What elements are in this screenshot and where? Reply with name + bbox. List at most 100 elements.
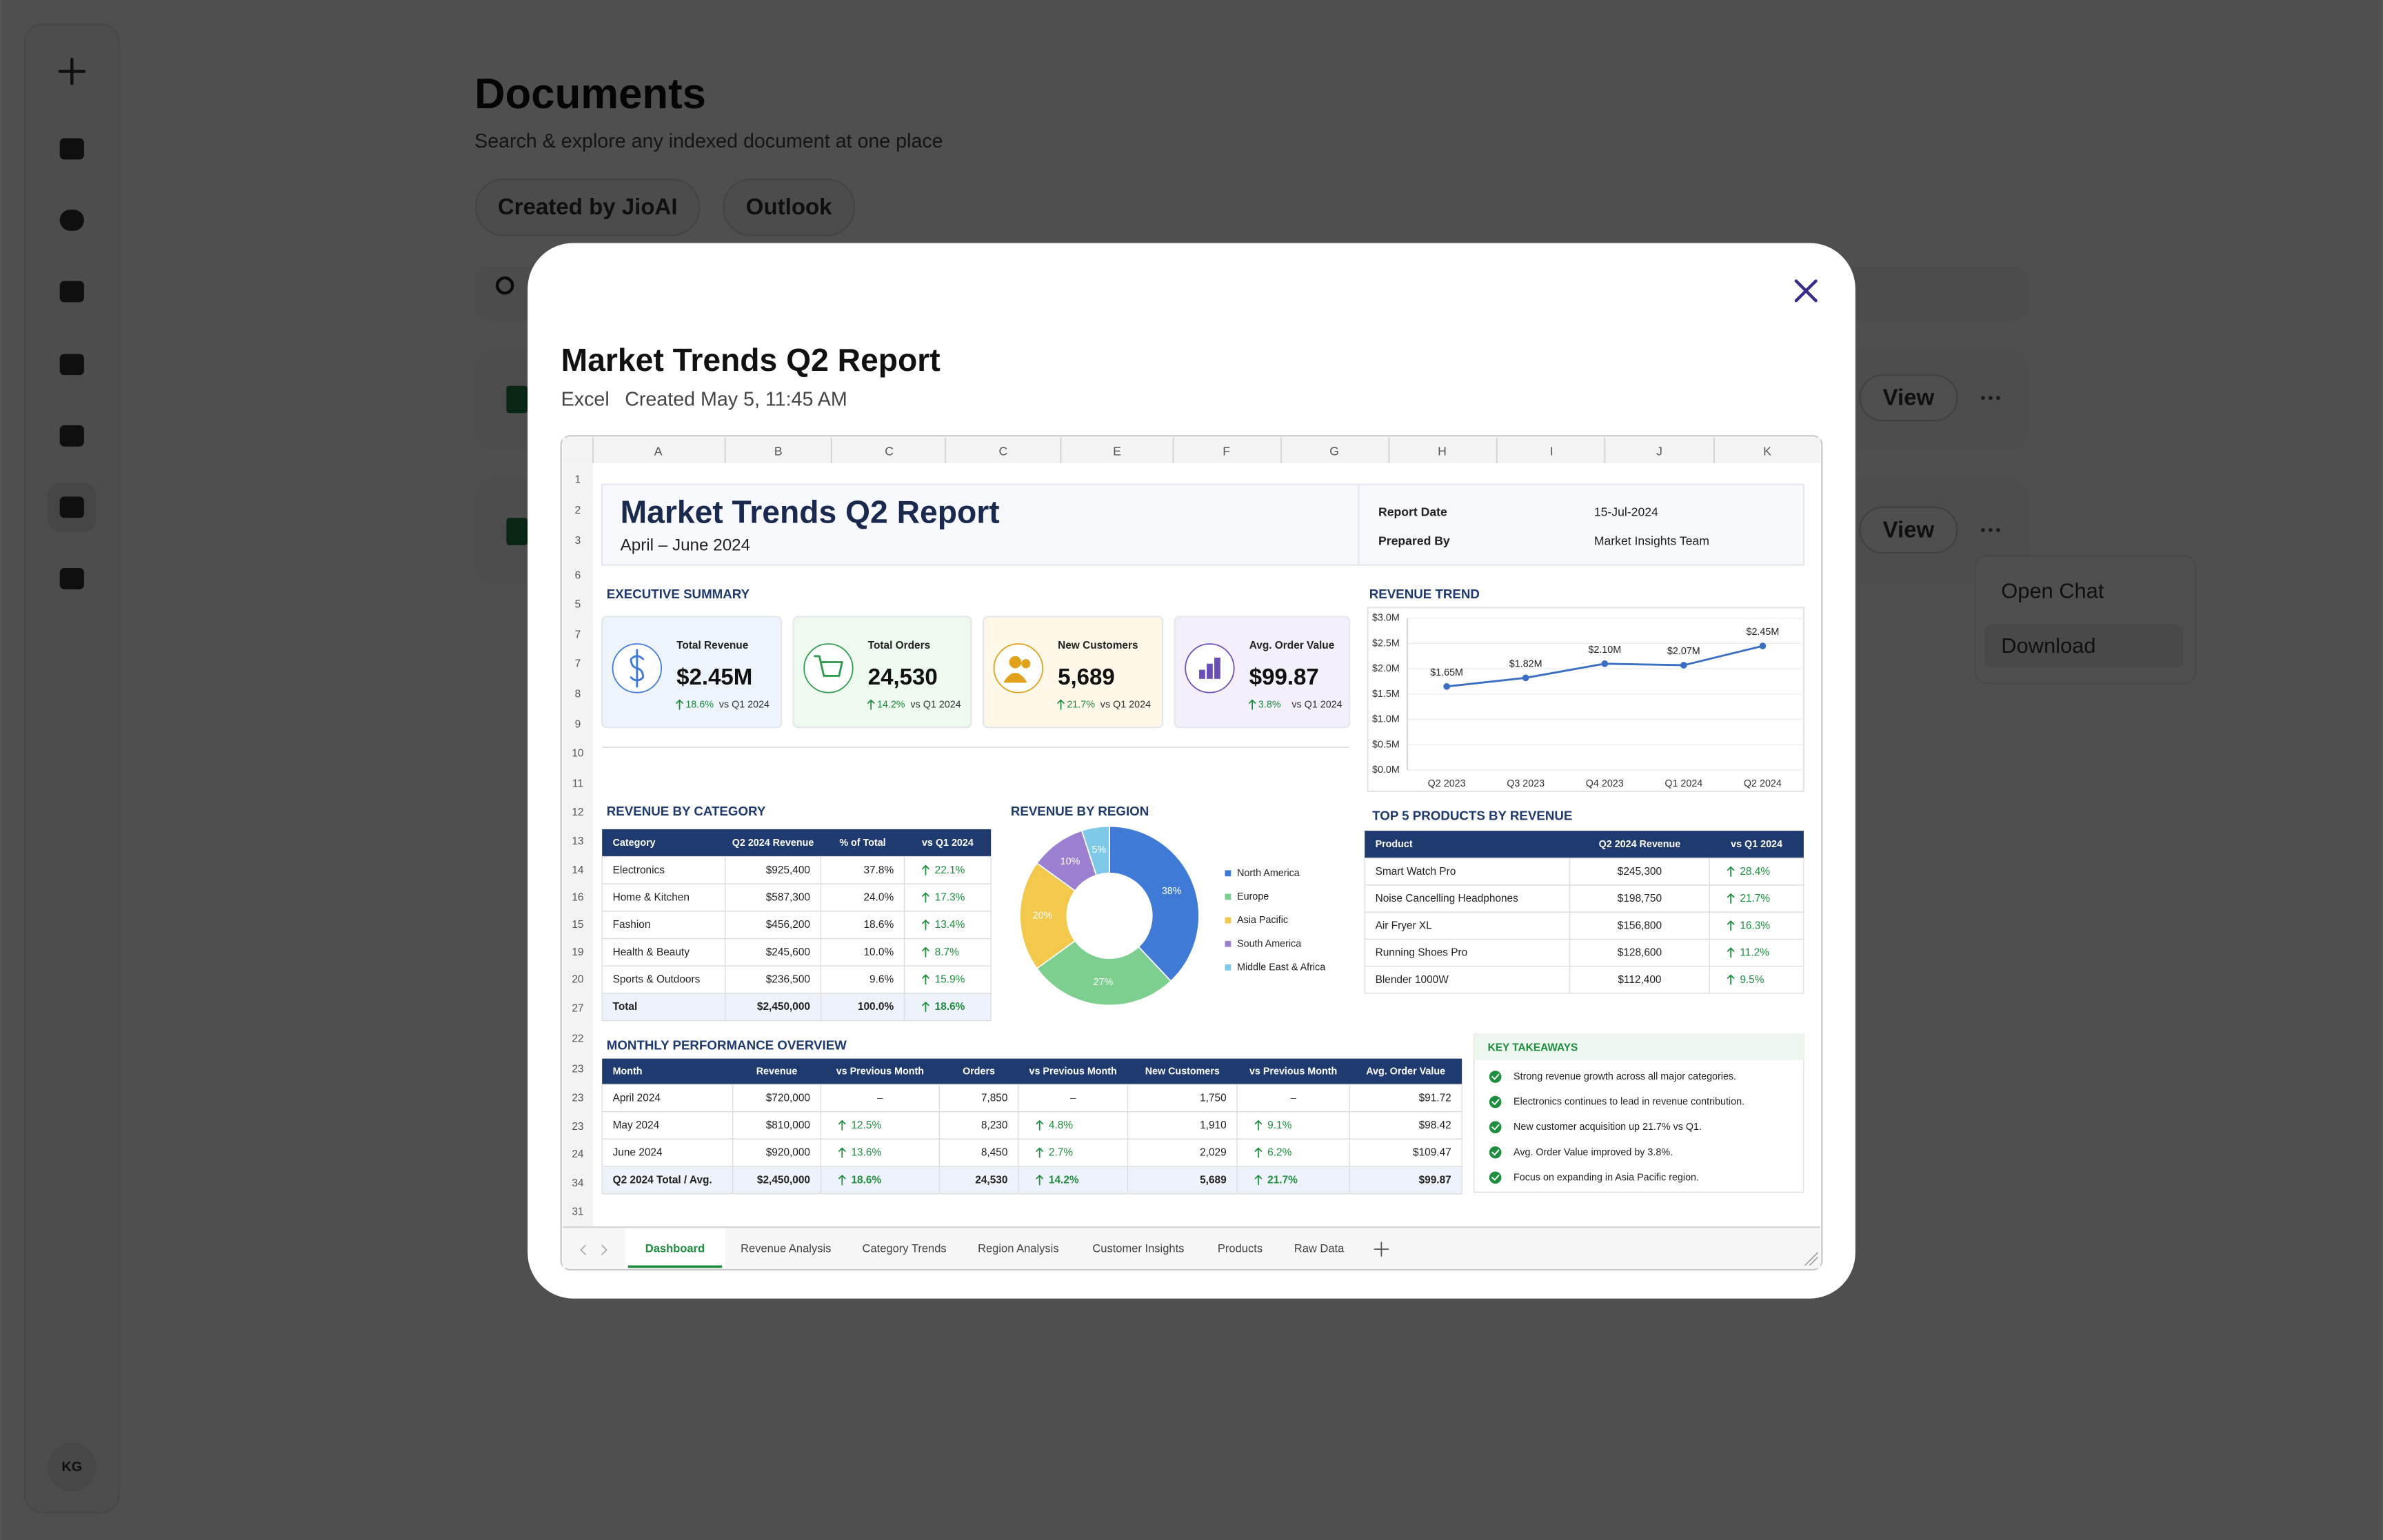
table-cell: 1,750	[1200, 1092, 1227, 1104]
takeaways-header	[1474, 1034, 1804, 1060]
change-cell: 28.4%	[1740, 866, 1770, 878]
y-tick-label: $3.0M	[1372, 613, 1400, 624]
table-cell: $2,450,000	[757, 1001, 810, 1013]
change-cell: 8.7%	[935, 946, 959, 958]
table-cell: 10.0%	[863, 946, 894, 958]
data-label: $1.82M	[1509, 659, 1542, 670]
row-header: 13	[572, 835, 583, 847]
table-header-cell: Category	[613, 838, 656, 849]
row-header-bar	[562, 463, 593, 1228]
up-arrow	[922, 892, 929, 903]
kpi-value: 24,530	[868, 665, 938, 690]
up-arrow	[922, 920, 929, 931]
change-cell: 21.7%	[1267, 1174, 1298, 1186]
up-arrow	[1727, 893, 1735, 904]
row-header: 23	[572, 1064, 583, 1075]
chart-title: REVENUE BY REGION	[1011, 804, 1149, 818]
takeaway-item: New customer acquisition up 21.7% vs Q1.	[1514, 1122, 1702, 1133]
table-cell: $245,600	[766, 946, 810, 958]
up-arrow	[1036, 1147, 1043, 1158]
kpi-value: $99.87	[1249, 665, 1319, 690]
table-cell: $98.42	[1419, 1119, 1451, 1131]
kpi-value: $2.45M	[676, 665, 752, 690]
table-header-cell: Month	[613, 1066, 643, 1077]
table-cell: –	[1290, 1092, 1296, 1104]
bars-glyph	[1207, 663, 1213, 679]
legend-label: North America	[1237, 868, 1300, 879]
change-cell: 16.3%	[1740, 920, 1770, 931]
table-cell: 8,450	[981, 1147, 1008, 1159]
table-cell: 2,029	[1200, 1147, 1227, 1159]
sheet-tab[interactable]: Category Trends	[863, 1242, 947, 1255]
bars-glyph	[1199, 669, 1205, 679]
data-label: $1.65M	[1430, 667, 1463, 678]
sheet-tab[interactable]: Products	[1218, 1242, 1263, 1255]
kpi-label: Avg. Order Value	[1249, 640, 1335, 651]
sheet-tab[interactable]: Region Analysis	[978, 1242, 1059, 1255]
table-cell: Sports & Outdoors	[613, 974, 701, 986]
column-header: I	[1550, 444, 1554, 458]
sheet-tab[interactable]: Revenue Analysis	[741, 1242, 831, 1255]
table-cell: Electronics	[613, 864, 665, 876]
kpi-label: New Customers	[1058, 640, 1138, 651]
table-cell: Blender 1000W	[1376, 974, 1449, 986]
table-cell: April 2024	[613, 1092, 661, 1104]
table-cell: $236,500	[766, 974, 810, 986]
modal-title: Market Trends Q2 Report	[561, 342, 941, 378]
row-header: 23	[572, 1121, 583, 1133]
check-mark	[1491, 1149, 1500, 1156]
add-sheet[interactable]	[1374, 1242, 1389, 1257]
up-arrow	[1254, 1147, 1263, 1158]
report-period: April – June 2024	[621, 536, 751, 554]
up-arrow	[676, 699, 683, 710]
table-cell: $720,000	[766, 1092, 810, 1104]
table-cell: $920,000	[766, 1147, 810, 1159]
up-arrow	[1727, 866, 1735, 877]
up-arrow	[922, 946, 929, 958]
people-glyph	[1009, 656, 1022, 669]
kpi-change: 21.7%	[1067, 699, 1095, 710]
change-cell: 17.3%	[935, 892, 965, 904]
table-cell: 37.8%	[863, 864, 894, 876]
sheet-tab[interactable]: Customer Insights	[1092, 1242, 1184, 1255]
row-header: 12	[572, 807, 583, 818]
data-label: $2.45M	[1747, 627, 1780, 638]
up-arrow	[838, 1175, 846, 1186]
table-cell: 24.0%	[863, 892, 894, 904]
row-header: 22	[572, 1033, 583, 1044]
kpi-note: vs Q1 2024	[719, 699, 770, 710]
up-arrow	[1036, 1120, 1043, 1131]
change-cell: 9.1%	[1267, 1119, 1291, 1131]
tab-prev[interactable]	[580, 1244, 586, 1255]
sheet-tab[interactable]: Dashboard	[645, 1242, 705, 1255]
table-header-cell: Q2 2024 Revenue	[732, 838, 814, 849]
table-cell: Fashion	[613, 919, 651, 931]
up-arrow	[1254, 1120, 1263, 1131]
change-cell: 14.2%	[1049, 1174, 1079, 1186]
up-arrow	[1248, 699, 1256, 710]
section-title: MONTHLY PERFORMANCE OVERVIEW	[607, 1037, 847, 1052]
legend-swatch	[1225, 917, 1231, 924]
active-tab	[625, 1228, 725, 1268]
kpi-change: 18.6%	[685, 699, 714, 710]
up-arrow	[867, 699, 875, 710]
row-header: 16	[572, 892, 583, 904]
tab-next[interactable]	[601, 1244, 607, 1255]
table-cell: May 2024	[613, 1119, 660, 1131]
meta-value: Market Insights Team	[1594, 534, 1709, 547]
x-tick-label: Q1 2024	[1665, 778, 1702, 789]
row-header: 2	[575, 505, 581, 516]
up-arrow	[838, 1147, 846, 1158]
column-header: B	[774, 444, 783, 458]
legend-swatch	[1225, 940, 1231, 947]
tab-bar	[562, 1227, 1821, 1268]
check-mark	[1491, 1073, 1500, 1080]
row-header: 9	[575, 718, 581, 730]
close-button[interactable]	[1794, 279, 1818, 303]
table-cell: 7,850	[981, 1092, 1008, 1104]
up-arrow	[1036, 1175, 1043, 1186]
column-header: G	[1329, 444, 1339, 458]
legend-swatch	[1225, 893, 1231, 900]
column-header: C	[998, 444, 1007, 458]
sheet-tab[interactable]: Raw Data	[1294, 1242, 1345, 1255]
